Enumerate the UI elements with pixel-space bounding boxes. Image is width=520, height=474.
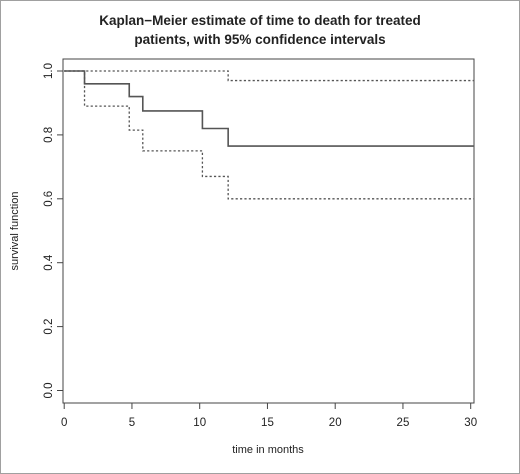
y-axis: 0.0 0.2 0.4 0.6 0.8 1.0	[43, 63, 63, 399]
lower-confidence-line	[64, 70, 474, 200]
y-tick-label: 0.6	[43, 191, 55, 207]
x-tick-label: 0	[61, 417, 67, 429]
x-axis: 0 5 10 15 20 25 30	[61, 403, 477, 429]
upper-confidence-line	[64, 70, 474, 82]
x-tick-label: 5	[129, 417, 135, 429]
chart-title-line-1: Kaplan−Meier estimate of time to death f…	[99, 13, 420, 28]
y-tick-label: 0.8	[43, 127, 55, 143]
x-tick-label: 25	[397, 417, 410, 429]
survival-estimate-line	[64, 70, 474, 147]
y-tick-label: 0.2	[43, 319, 55, 335]
x-tick-label: 20	[329, 417, 342, 429]
y-axis-label: survival function	[9, 192, 21, 271]
chart-title-line-2: patients, with 95% confidence intervals	[134, 32, 385, 47]
x-axis-label: time in months	[232, 444, 304, 456]
y-tick-label: 1.0	[43, 63, 55, 79]
plot-box	[62, 58, 475, 404]
y-tick-label: 0.0	[43, 383, 55, 399]
x-tick-label: 10	[193, 417, 206, 429]
x-tick-label: 30	[464, 417, 477, 429]
x-tick-label: 15	[261, 417, 274, 429]
y-tick-label: 0.4	[43, 254, 55, 271]
survival-curves	[64, 70, 474, 200]
